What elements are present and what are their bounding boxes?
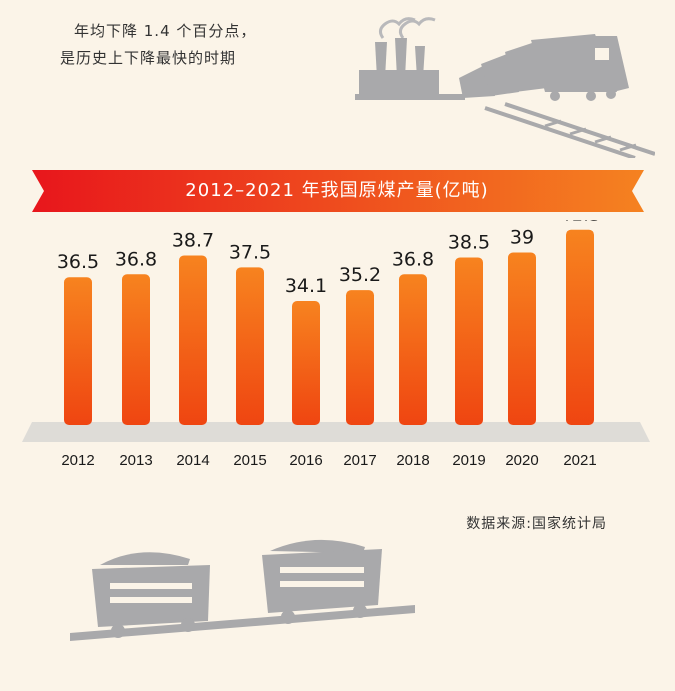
value-label-2021: 41.3 [559, 220, 601, 226]
x-tick-2020: 2020 [505, 452, 538, 469]
x-tick-2017: 2017 [343, 452, 376, 469]
chart-title: 2012–2021 年我国原煤产量(亿吨) [185, 180, 489, 201]
intro-line-2: 是历史上下降最快的时期 [60, 49, 237, 67]
bar-chart: 36.5 36.8 38.7 37.5 34.1 35.2 36.8 38.5 39 41.3 2… [22, 220, 650, 469]
value-label-2013: 36.8 [115, 248, 157, 270]
value-label-2012: 36.5 [57, 251, 99, 273]
value-label-2014: 38.7 [172, 229, 214, 251]
chart-title-banner [32, 170, 644, 212]
bar-2015 [236, 267, 264, 425]
bar-2014 [179, 255, 207, 425]
chart-baseline [22, 422, 650, 442]
value-label-2020: 39 [510, 226, 534, 248]
x-tick-2013: 2013 [119, 452, 152, 469]
x-tick-2021: 2021 [563, 452, 596, 469]
value-label-2015: 37.5 [229, 241, 271, 263]
bar-2018 [399, 274, 427, 425]
value-label-2016: 34.1 [285, 275, 327, 297]
bar-2017 [346, 290, 374, 425]
bar-2020 [508, 252, 536, 425]
bar-2012 [64, 277, 92, 425]
coal-cart-illustration [70, 539, 415, 641]
factory-train-illustration [355, 17, 655, 158]
value-label-2019: 38.5 [448, 231, 490, 253]
bar-2019 [455, 257, 483, 425]
source-note: 数据来源:国家统计局 [466, 516, 607, 532]
bar-2013 [122, 274, 150, 425]
x-tick-2015: 2015 [233, 452, 266, 469]
bar-2016 [292, 301, 320, 425]
x-tick-2016: 2016 [289, 452, 322, 469]
bar-2021 [566, 229, 594, 425]
intro-line-1: 年均下降 1.4 个百分点， [74, 22, 257, 40]
x-tick-2018: 2018 [396, 452, 429, 469]
x-tick-2019: 2019 [452, 452, 485, 469]
x-tick-2012: 2012 [61, 452, 94, 469]
intro-text: 年均下降 1.4 个百分点， 是历史上下降最快的时期 [60, 18, 256, 72]
value-label-2018: 36.8 [392, 248, 434, 270]
x-tick-2014: 2014 [176, 452, 209, 469]
value-label-2017: 35.2 [339, 264, 381, 286]
